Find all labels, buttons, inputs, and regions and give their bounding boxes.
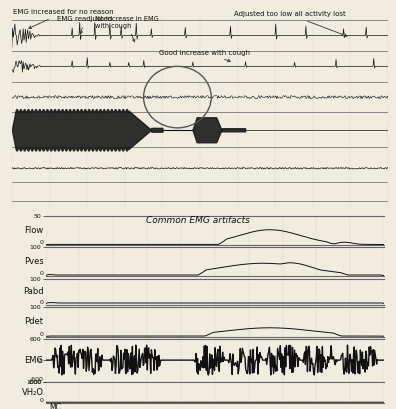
Text: Pdet: Pdet — [25, 317, 44, 326]
Text: VH₂O: VH₂O — [21, 388, 44, 397]
Text: Flow: Flow — [24, 226, 44, 235]
Text: 0: 0 — [40, 300, 44, 305]
Text: Good increase with cough: Good increase with cough — [158, 50, 249, 62]
Text: Pabd: Pabd — [23, 287, 44, 297]
Text: EMG readjusted: EMG readjusted — [57, 16, 112, 34]
Text: Pves: Pves — [24, 257, 44, 266]
Text: 0: 0 — [40, 272, 44, 276]
Text: Common EMG artifacts: Common EMG artifacts — [146, 216, 250, 225]
Text: 0: 0 — [40, 332, 44, 337]
Text: -600: -600 — [30, 377, 44, 382]
Text: Adjusted too low all activity lost: Adjusted too low all activity lost — [234, 11, 347, 36]
Text: No increase in EMG
with cough: No increase in EMG with cough — [95, 16, 158, 42]
Text: EMG increased for no reason: EMG increased for no reason — [13, 9, 114, 28]
Text: 0: 0 — [40, 240, 44, 245]
Text: MC: MC — [50, 403, 61, 409]
Text: 0: 0 — [40, 398, 44, 403]
Text: EMG: EMG — [25, 355, 44, 365]
